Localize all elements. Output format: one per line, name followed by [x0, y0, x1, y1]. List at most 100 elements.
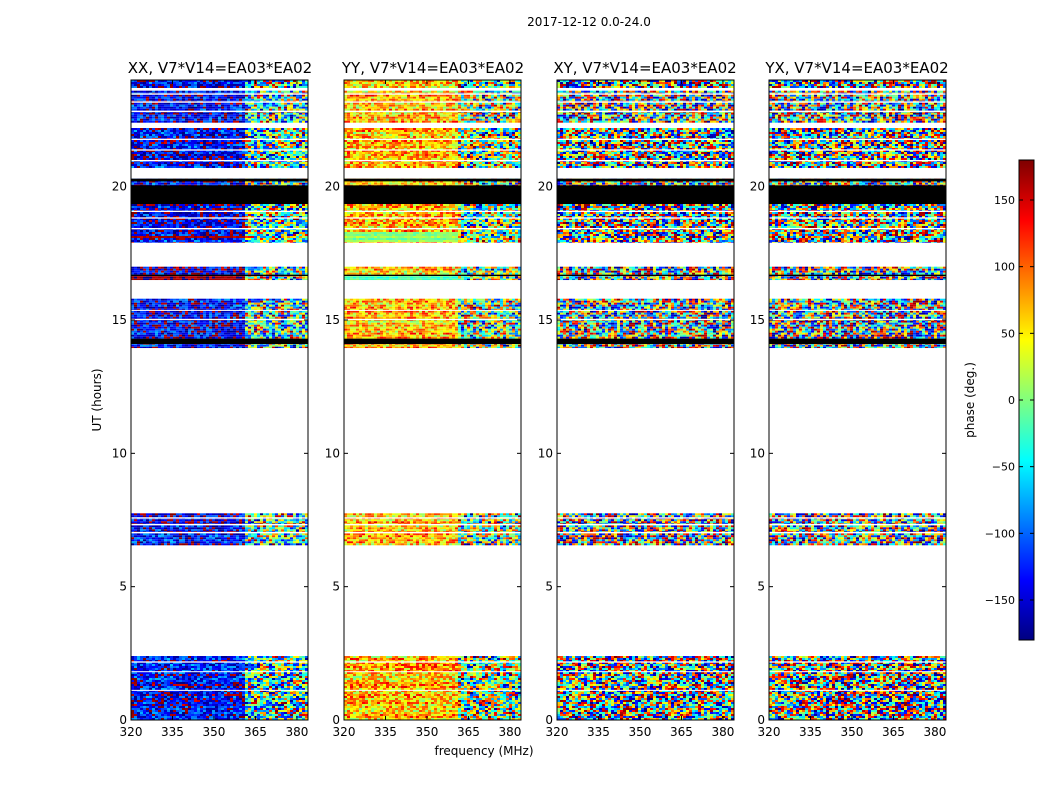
heatmap-cell: [266, 676, 269, 678]
heatmap-cell: [281, 321, 284, 323]
heatmap-cell: [176, 676, 179, 678]
heatmap-cell: [188, 311, 191, 313]
heatmap-cell: [182, 698, 185, 700]
heatmap-cell: [263, 303, 266, 305]
heatmap-cell: [194, 519, 197, 521]
heatmap-cell: [209, 714, 212, 716]
heatmap-cell: [161, 664, 164, 666]
heatmap-cell: [143, 682, 146, 684]
heatmap-cell: [230, 315, 233, 317]
heatmap-cell: [260, 515, 263, 517]
heatmap-cell: [215, 513, 218, 515]
heatmap-cell: [290, 204, 293, 206]
heatmap-cell: [218, 303, 221, 305]
heatmap-cell: [224, 676, 227, 678]
heatmap-cell: [197, 704, 200, 706]
heatmap-cell: [185, 664, 188, 666]
heatmap-cell: [233, 513, 236, 515]
heatmap-cell: [254, 331, 257, 333]
heatmap-cell: [275, 303, 278, 305]
heatmap-cell: [137, 519, 140, 521]
heatmap-cell: [302, 688, 305, 690]
heatmap-cell: [179, 702, 182, 704]
heatmap-cell: [224, 271, 227, 273]
heatmap-cell: [134, 307, 137, 309]
heatmap-cell: [275, 702, 278, 704]
heatmap-cell: [242, 267, 245, 269]
heatmap-cell: [242, 656, 245, 658]
heatmap-cell: [155, 271, 158, 273]
heatmap-cell: [140, 317, 143, 319]
heatmap-cell: [161, 519, 164, 521]
heatmap-cell: [143, 712, 146, 714]
heatmap-cell: [227, 533, 230, 535]
heatmap-cell: [302, 704, 305, 706]
heatmap-cell: [158, 331, 161, 333]
heatmap-cell: [164, 206, 167, 208]
heatmap-cell: [140, 279, 143, 280]
heatmap-cell: [203, 337, 206, 339]
heatmap-cell: [143, 535, 146, 537]
heatmap-cell: [161, 204, 164, 206]
heatmap-cell: [245, 714, 248, 716]
heatmap-cell: [200, 279, 203, 280]
heatmap-cell: [185, 700, 188, 702]
heatmap-cell: [260, 708, 263, 710]
heatmap-cell: [152, 676, 155, 678]
heatmap-cell: [188, 333, 191, 335]
heatmap-cell: [302, 347, 305, 348]
heatmap-cell: [293, 345, 296, 347]
heatmap-cell: [167, 333, 170, 335]
heatmap-cell: [203, 678, 206, 680]
heatmap-cell: [167, 317, 170, 319]
heatmap-cell: [158, 521, 161, 523]
heatmap-cell: [215, 658, 218, 660]
heatmap-cell: [197, 325, 200, 327]
heatmap-cell: [245, 519, 248, 521]
heatmap-cell: [167, 656, 170, 658]
heatmap-cell: [176, 714, 179, 716]
heatmap-cell: [167, 311, 170, 313]
heatmap-cell: [266, 327, 269, 329]
heatmap-cell: [140, 686, 143, 688]
heatmap-cell: [284, 658, 287, 660]
heatmap-cell: [245, 317, 248, 319]
heatmap-cell: [284, 543, 287, 545]
heatmap-cell: [296, 696, 299, 698]
heatmap-cell: [221, 692, 224, 694]
heatmap-cell: [257, 335, 260, 337]
heatmap-cell: [140, 706, 143, 708]
heatmap-cell: [260, 321, 263, 323]
heatmap-cell: [146, 301, 149, 303]
heatmap-cell: [284, 267, 287, 269]
heatmap-cell: [263, 345, 266, 347]
heatmap-cell: [140, 666, 143, 668]
heatmap-cell: [149, 533, 152, 535]
heatmap-cell: [302, 712, 305, 714]
heatmap-cell: [275, 208, 278, 210]
heatmap-cell: [215, 698, 218, 700]
heatmap-cell: [290, 301, 293, 303]
heatmap-cell: [230, 539, 233, 541]
heatmap-cell: [254, 345, 257, 347]
heatmap-cell: [299, 333, 302, 335]
heatmap-cell: [137, 208, 140, 210]
heatmap-cell: [245, 710, 248, 712]
heatmap-cell: [287, 331, 290, 333]
heatmap-cell: [251, 686, 254, 688]
heatmap-cell: [215, 323, 218, 325]
heatmap-cell: [134, 347, 137, 348]
heatmap-cell: [188, 539, 191, 541]
heatmap-cell: [242, 529, 245, 531]
heatmap-cell: [155, 305, 158, 307]
heatmap-cell: [203, 305, 206, 307]
heatmap-cell: [263, 267, 266, 269]
heatmap-cell: [251, 682, 254, 684]
heatmap-cell: [281, 712, 284, 714]
heatmap-cell: [176, 686, 179, 688]
heatmap-cell: [143, 527, 146, 529]
heatmap-cell: [221, 533, 224, 535]
heatmap-cell: [272, 529, 275, 531]
heatmap-cell: [218, 539, 221, 541]
heatmap-cell: [170, 208, 173, 210]
